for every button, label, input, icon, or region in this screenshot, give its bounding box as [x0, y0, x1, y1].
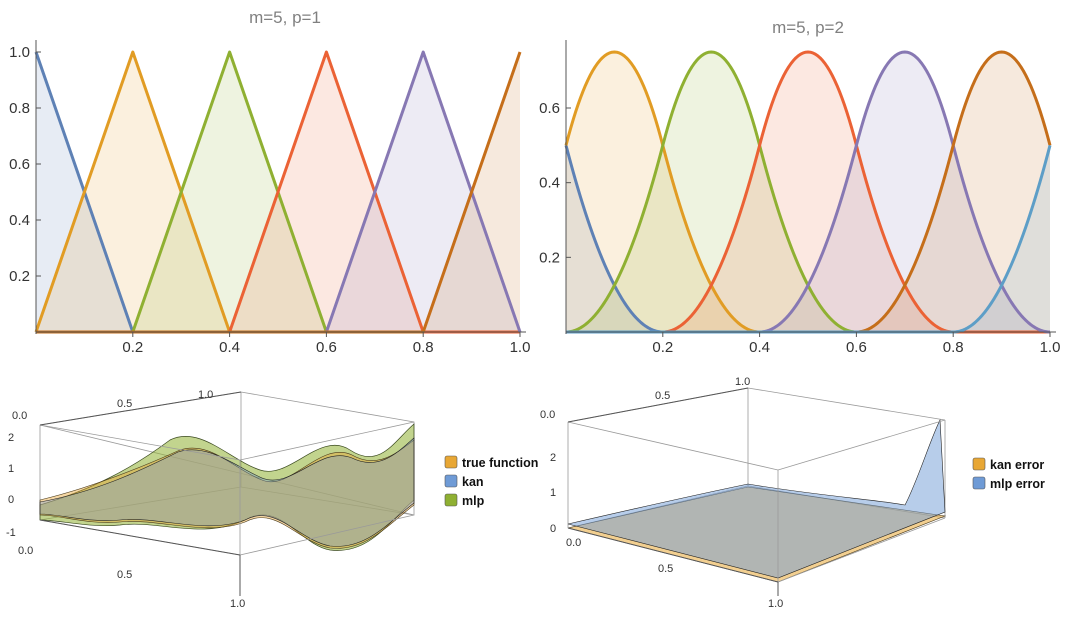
chart2-ticks: 0.2 0.4 0.6 0.8 1.0 0.2 0.4 0.6	[539, 100, 1060, 356]
legend-swatch-true-function	[444, 455, 458, 469]
c2-fill-b6	[566, 145, 1050, 332]
c2-ytick-label: 0.6	[539, 100, 560, 117]
chart4-axis-lines	[567, 387, 779, 596]
c1-xtick-label: 0.6	[316, 339, 337, 356]
chart3-axis-lines	[39, 391, 242, 596]
legend-label-mlp-error: mlp error	[990, 477, 1045, 491]
chart2-fills	[566, 52, 1050, 332]
chart4-surface-mlp-error	[567, 418, 946, 579]
c1-ytick-label: 0.4	[9, 212, 30, 229]
chart4-tick-top-2: 1.0	[735, 376, 750, 388]
chart3-tick-z-0: 0	[8, 494, 14, 506]
c2-fill-b4	[566, 52, 1050, 332]
legend-swatch-kan-error	[972, 457, 986, 471]
legend-swatch-mlp	[444, 493, 458, 507]
chart3-tick-bottom-1: 0.5	[117, 569, 132, 581]
c1-ytick-label: 0.8	[9, 100, 30, 117]
c2-xtick-label: 1.0	[1040, 339, 1061, 356]
c2-ytick-label: 0.2	[539, 249, 560, 266]
chart3-tick-top-1: 0.5	[117, 398, 132, 410]
c1-fill-b0	[36, 52, 520, 332]
chart3-surface-mlp	[39, 423, 415, 551]
chart4-tick-z-0: 0	[550, 523, 556, 535]
chart3-surface-kan	[39, 437, 415, 547]
c1-fill-b5	[36, 52, 520, 332]
chart4-tick-z-2: 2	[550, 452, 556, 464]
legend-label-mlp: mlp	[462, 494, 485, 508]
chart4-tick-bottom-2: 1.0	[768, 598, 783, 610]
c2-fill-b1	[566, 52, 1050, 332]
chart3-tick-bottom-0: 0.0	[18, 545, 33, 557]
chart3-legend: true function kan mlp	[444, 455, 538, 508]
chart3-tick-bottom-2: 1.0	[230, 598, 245, 610]
chart-m5-p2: m=5, p=2 0.2 0.4 0.6 0.8 1.0 0.2 0.4 0.6	[539, 18, 1060, 356]
legend-label-true-function: true function	[462, 456, 538, 470]
chart-m5-p1: m=5, p=1 0.2 0.4 0.6 0.8 1.0 0.2 0.4 0.6 0.8 1.0	[9, 8, 530, 356]
c1-xtick-label: 0.4	[219, 339, 240, 356]
chart3-tick-z-1: 1	[8, 463, 14, 475]
c1-ytick-label: 0.2	[9, 268, 30, 285]
chart3-tick-top-0: 0.0	[12, 410, 27, 422]
legend-label-kan-error: kan error	[990, 458, 1044, 472]
c2-xtick-label: 0.6	[846, 339, 867, 356]
chart3-tick-z-neg1: -1	[6, 527, 16, 539]
c2-fill-b0	[566, 145, 1050, 332]
chart1-title: m=5, p=1	[249, 8, 321, 27]
c1-ytick-label: 1.0	[9, 44, 30, 61]
legend-swatch-mlp-error	[972, 476, 986, 490]
c2-xtick-label: 0.8	[943, 339, 964, 356]
legend-label-kan: kan	[462, 475, 484, 489]
chart4-tick-top-1: 0.5	[655, 390, 670, 402]
chart4-tick-bottom-1: 0.5	[658, 563, 673, 575]
surface-plot-errors: 0.0 0.5 1.0 2 1 0 0.0 0.5 1.0 kan error …	[540, 376, 1045, 610]
chart3-tick-top-2: 1.0	[198, 389, 213, 401]
chart2-title: m=5, p=2	[772, 18, 844, 37]
surface-plot-functions: 0.0 0.5 1.0 2 1 0 -1 0.0 0.5 1.0 true fu…	[6, 389, 538, 610]
c2-ytick-label: 0.4	[539, 175, 560, 192]
legend-swatch-kan	[444, 474, 458, 488]
c2-xtick-label: 0.2	[652, 339, 673, 356]
c1-xtick-label: 1.0	[510, 339, 531, 356]
c1-ytick-label: 0.6	[9, 156, 30, 173]
chart3-surface-true-function	[39, 439, 415, 549]
c2-xtick-label: 0.4	[749, 339, 770, 356]
chart3-tick-z-2: 2	[8, 432, 14, 444]
c2-fill-b3	[566, 52, 1050, 332]
chart4-legend: kan error mlp error	[972, 457, 1045, 491]
chart4-tick-bottom-0: 0.0	[566, 537, 581, 549]
chart1-ticks: 0.2 0.4 0.6 0.8 1.0 0.2 0.4 0.6 0.8 1.0	[9, 44, 530, 356]
chart4-tick-z-1: 1	[550, 487, 556, 499]
c1-xtick-label: 0.8	[413, 339, 434, 356]
c2-fill-b5	[566, 52, 1050, 332]
c2-fill-b2	[566, 52, 1050, 332]
chart4-tick-top-0: 0.0	[540, 409, 555, 421]
c1-xtick-label: 0.2	[122, 339, 143, 356]
